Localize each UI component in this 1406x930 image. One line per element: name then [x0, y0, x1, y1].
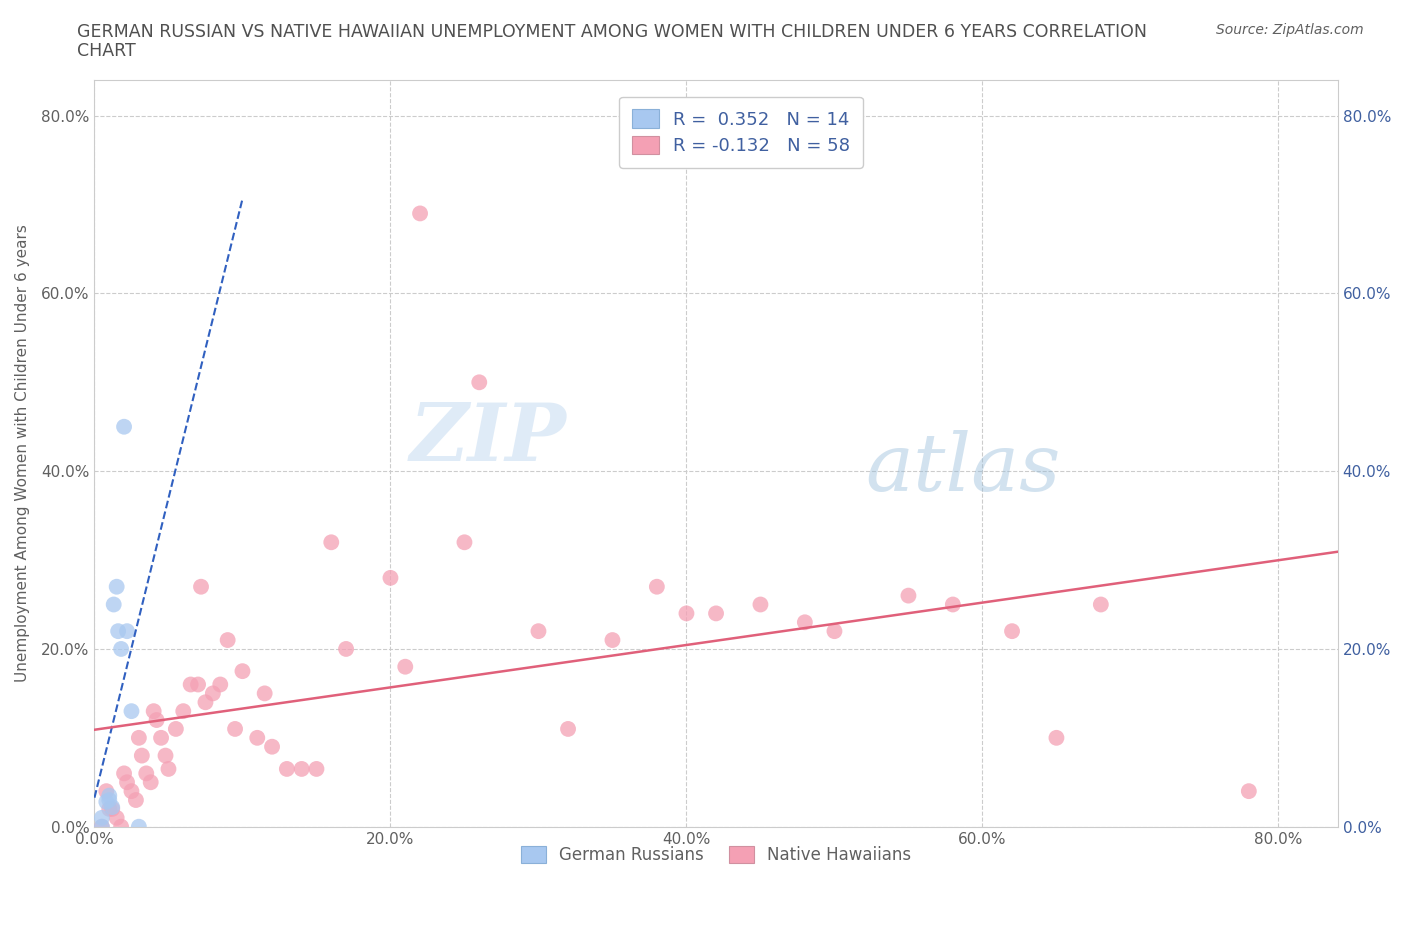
Point — [246, 730, 269, 745]
Point — [453, 535, 475, 550]
Point — [115, 624, 138, 639]
Text: atlas: atlas — [865, 430, 1060, 507]
Legend: German Russians, Native Hawaiians: German Russians, Native Hawaiians — [515, 839, 918, 870]
Point — [253, 686, 276, 701]
Text: GERMAN RUSSIAN VS NATIVE HAWAIIAN UNEMPLOYMENT AMONG WOMEN WITH CHILDREN UNDER 6: GERMAN RUSSIAN VS NATIVE HAWAIIAN UNEMPL… — [77, 23, 1147, 41]
Point — [145, 712, 167, 727]
Point — [155, 748, 177, 763]
Point — [1090, 597, 1112, 612]
Point — [823, 624, 845, 639]
Point — [96, 784, 118, 799]
Point — [98, 788, 121, 803]
Text: ZIP: ZIP — [411, 400, 567, 477]
Point — [1237, 784, 1260, 799]
Text: Source: ZipAtlas.com: Source: ZipAtlas.com — [1216, 23, 1364, 37]
Point — [107, 624, 129, 639]
Point — [190, 579, 212, 594]
Point — [793, 615, 815, 630]
Point — [305, 762, 328, 777]
Point — [380, 570, 402, 585]
Point — [150, 730, 173, 745]
Point — [101, 802, 124, 817]
Point — [90, 819, 112, 834]
Point — [224, 722, 246, 737]
Point — [1045, 730, 1067, 745]
Point — [527, 624, 550, 639]
Point — [704, 606, 727, 621]
Point — [1001, 624, 1024, 639]
Point — [231, 664, 253, 679]
Point — [321, 535, 343, 550]
Point — [335, 642, 357, 657]
Point — [110, 642, 132, 657]
Point — [675, 606, 697, 621]
Point — [217, 632, 239, 647]
Point — [115, 775, 138, 790]
Point — [98, 792, 121, 807]
Point — [121, 784, 143, 799]
Point — [103, 597, 125, 612]
Point — [139, 775, 162, 790]
Point — [142, 704, 165, 719]
Point — [645, 579, 668, 594]
Point — [209, 677, 232, 692]
Point — [172, 704, 194, 719]
Point — [165, 722, 187, 737]
Point — [194, 695, 217, 710]
Point — [557, 722, 579, 737]
Point — [749, 597, 772, 612]
Point — [101, 800, 124, 815]
Point — [131, 748, 153, 763]
Point — [201, 686, 224, 701]
Point — [98, 802, 121, 817]
Point — [112, 419, 135, 434]
Point — [96, 794, 118, 809]
Point — [291, 762, 314, 777]
Text: CHART: CHART — [77, 42, 136, 60]
Point — [942, 597, 965, 612]
Point — [128, 730, 150, 745]
Y-axis label: Unemployment Among Women with Children Under 6 years: Unemployment Among Women with Children U… — [15, 224, 30, 683]
Point — [110, 819, 132, 834]
Point — [135, 766, 157, 781]
Point — [394, 659, 416, 674]
Point — [180, 677, 202, 692]
Point — [121, 704, 143, 719]
Point — [602, 632, 624, 647]
Point — [112, 766, 135, 781]
Point — [468, 375, 491, 390]
Point — [262, 739, 284, 754]
Point — [157, 762, 180, 777]
Point — [128, 819, 150, 834]
Point — [187, 677, 209, 692]
Point — [897, 588, 920, 603]
Point — [409, 206, 432, 220]
Point — [90, 810, 112, 825]
Point — [105, 579, 128, 594]
Point — [90, 819, 112, 834]
Point — [105, 810, 128, 825]
Point — [125, 792, 148, 807]
Point — [276, 762, 298, 777]
